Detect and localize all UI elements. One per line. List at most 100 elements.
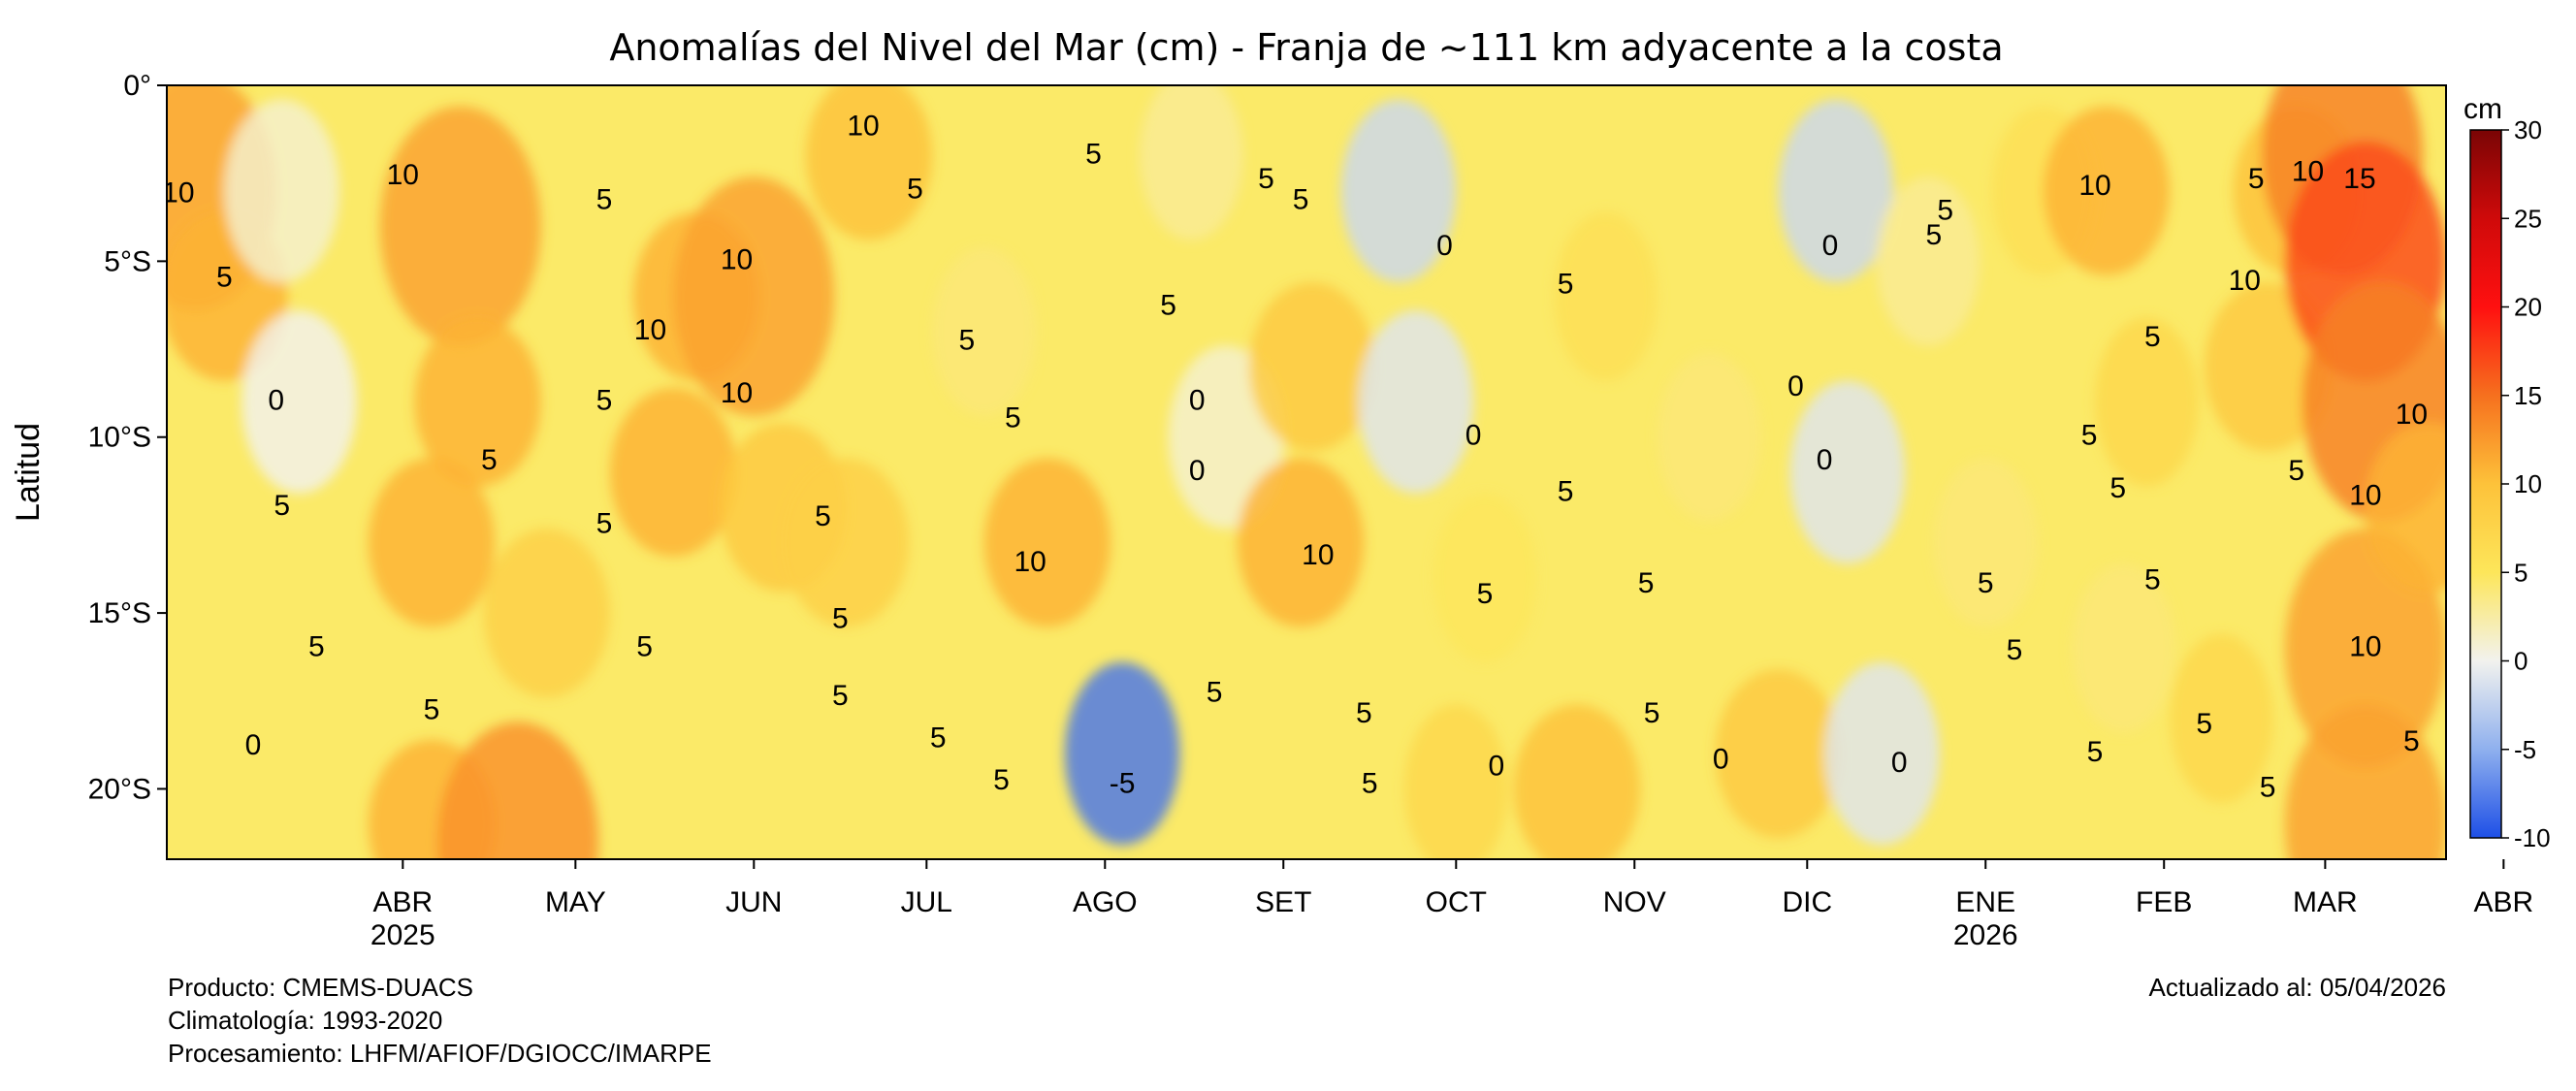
plot-area: 10505051055555510101010555555105555-5005… [162,85,2446,859]
contour-label: 5 [1207,676,1223,708]
anomaly-patch [1933,458,2038,627]
contour-label: 5 [1258,163,1274,195]
anomaly-patch [483,529,610,698]
x-tick-label: DIC [1782,886,1832,918]
anomaly-patch [1554,211,1658,381]
contour-label: 5 [2109,472,2126,504]
anomaly-patch [1064,661,1180,846]
anomaly-patch [1513,704,1641,859]
anomaly-patch [2284,529,2446,768]
anomaly-patch [1824,661,1940,846]
anomaly-patch [2170,633,2273,803]
anomaly-patch [1248,282,1376,452]
contour-label: 5 [815,500,831,532]
contour-label: 5 [636,630,653,662]
x-tick-label: JUN [725,886,782,918]
contour-label: 5 [2403,725,2420,757]
chart-title: Anomalías del Nivel del Mar (cm) - Franj… [609,26,2003,69]
colorbar-tick-label: 10 [2514,469,2542,498]
contour-label: 5 [308,630,325,662]
x-tick-label: ABR [2473,886,2533,918]
contour-label: 10 [2349,479,2381,511]
contour-label: 5 [1978,567,1994,599]
anomaly-patch [379,106,541,346]
anomaly-patch [242,310,357,494]
contour-label: 5 [930,722,947,754]
contour-label: 5 [1085,138,1102,170]
anomaly-patch [782,458,910,627]
colorbar-tick-label: -5 [2514,735,2536,764]
contour-label: 5 [1005,402,1021,434]
contour-label: 5 [2260,771,2276,803]
x-tick-label: MAR [2293,886,2358,918]
contour-label: 5 [596,507,613,539]
contour-label: 5 [1937,195,1953,227]
contour-label: 5 [2248,163,2265,195]
anomaly-patch [1340,99,1457,283]
anomaly-patch [1778,99,1894,283]
contour-label: 10 [2292,156,2324,188]
y-tick-label: 5°S [104,245,151,277]
x-tick-label: SET [1255,886,1311,918]
colorbar-tick-label: -10 [2514,823,2551,852]
contour-label: 5 [1362,768,1378,800]
contour-label: 0 [1787,370,1804,402]
anomaly-patch [436,722,599,859]
contour-label: 0 [268,384,284,416]
contour-label: 5 [907,174,923,206]
anomaly-patch [2365,423,2446,593]
x-tick-label: MAY [545,886,606,918]
y-tick-label: 15°S [88,597,151,629]
contour-label: 10 [634,314,666,346]
contour-label: 5 [274,490,290,522]
contour-label: 5 [596,184,613,216]
contour-label: 15 [2343,163,2375,195]
contour-label: 5 [2087,736,2104,768]
anomaly-patch [1876,176,1980,346]
contour-label: 0 [1891,747,1908,779]
contour-label: 5 [1558,476,1574,508]
contour-label: 10 [1302,539,1334,571]
anomaly-patch [983,458,1111,627]
y-axis-label: Latitud [10,423,47,522]
anomaly-patch [414,317,541,487]
contour-label: 10 [2229,265,2261,297]
contour-label: 5 [1638,567,1655,599]
contour-label: 0 [1436,230,1453,262]
footer-climatology: Climatología: 1993-2020 [168,1006,443,1035]
contour-label: 5 [2288,455,2304,487]
contour-label: 0 [1465,420,1482,452]
contour-label: 10 [1014,546,1046,578]
anomaly-patch [2095,317,2199,487]
anomaly-patch [224,99,340,283]
contour-label: 5 [481,444,498,476]
contour-label: 10 [721,377,753,409]
contour-labels: 10505051055555510101010555555105555-5005… [162,110,2428,803]
contour-label: 10 [162,176,194,209]
contour-label: 10 [721,243,753,275]
contour-label: 10 [387,159,419,191]
contour-label: 5 [1925,219,1942,251]
colorbar-tick-label: 20 [2514,293,2542,322]
footer-product: Producto: CMEMS-DUACS [168,973,473,1002]
colorbar-ticks: 30 25 20 15 10 5 0 -5 -10 [2501,115,2551,852]
anomaly-patch [673,176,835,416]
x-tick-label: JUL [901,886,952,918]
contour-label: 5 [832,602,849,634]
colorbar-label: cm [2463,93,2502,125]
contour-label: 5 [1558,269,1574,301]
colorbar-scale [2469,129,2502,839]
contour-label: 5 [2196,708,2212,740]
anomaly-patch [932,246,1037,416]
contour-label: 5 [1293,184,1309,216]
contour-label: 10 [2396,399,2428,431]
anomaly-field [167,85,2446,859]
anomaly-patch [2284,704,2446,859]
contour-label: 10 [2078,170,2110,202]
anomaly-patch [1433,493,1537,662]
x-tick-year-label: 2025 [370,919,435,951]
contour-label: 5 [2144,563,2161,595]
colorbar: cm 30 25 20 15 10 5 0 -5 -10 [2463,93,2551,852]
contour-label: 0 [1189,384,1206,416]
